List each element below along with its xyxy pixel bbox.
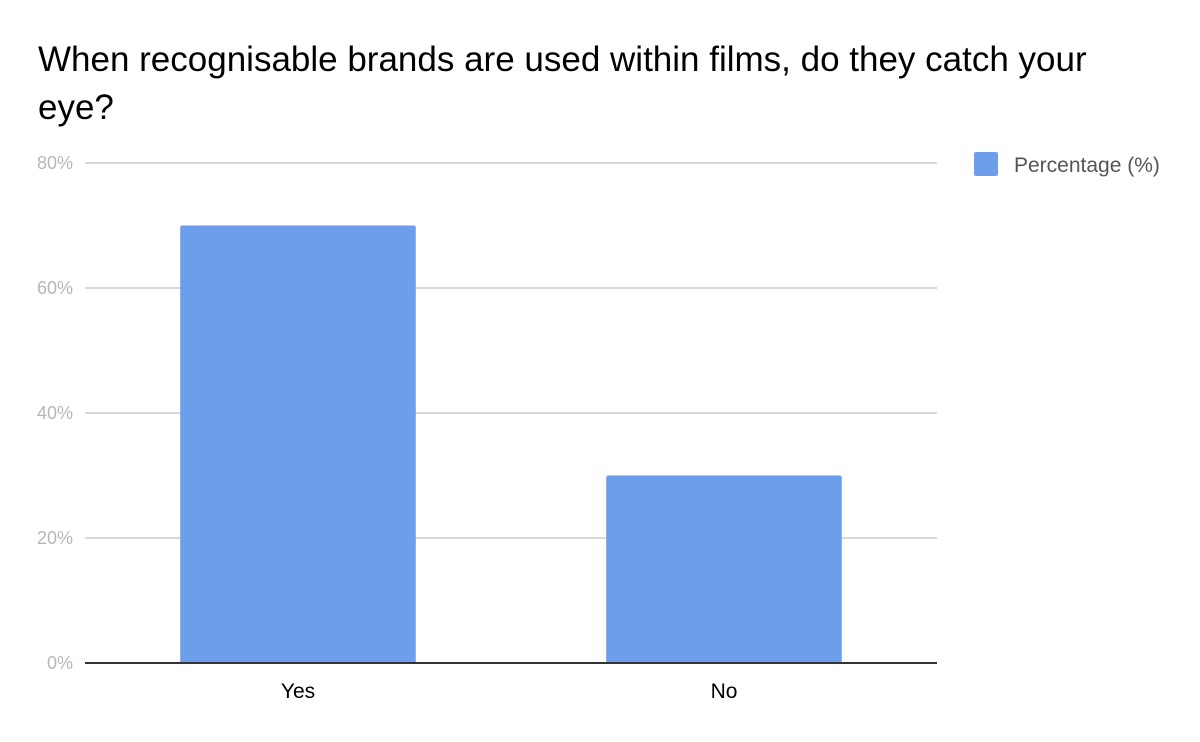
chart-title: When recognisable brands are used within…: [38, 40, 1087, 127]
bar-yes: [180, 225, 416, 663]
legend-swatch: [974, 152, 998, 176]
y-tick-label: 60%: [37, 278, 73, 298]
bars: [180, 225, 842, 663]
x-tick-label: Yes: [281, 680, 315, 703]
legend: Percentage (%): [974, 152, 1160, 177]
legend-label: Percentage (%): [1014, 154, 1160, 177]
y-axis-ticks: 0% 20% 40% 60% 80%: [37, 153, 73, 673]
x-axis-labels: Yes No: [281, 680, 738, 703]
y-tick-label: 0%: [47, 653, 73, 673]
y-tick-label: 40%: [37, 403, 73, 423]
y-tick-label: 80%: [37, 153, 73, 173]
y-tick-label: 20%: [37, 528, 73, 548]
bar-no: [606, 475, 842, 663]
x-tick-label: No: [711, 680, 738, 703]
